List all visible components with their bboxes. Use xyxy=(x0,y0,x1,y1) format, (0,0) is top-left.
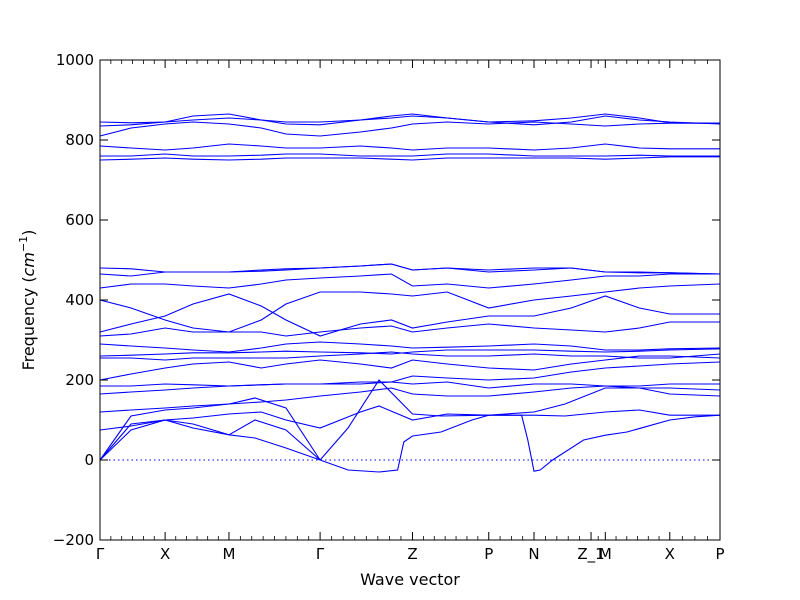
band-line xyxy=(99,419,321,461)
y-axis-label-unit-exponent: −1 xyxy=(17,236,30,252)
band-line xyxy=(100,351,721,361)
x-tick-label: P xyxy=(484,545,493,563)
x-tick-label: M xyxy=(222,545,235,563)
band-line xyxy=(99,156,720,161)
x-tick-label: Γ xyxy=(316,545,325,563)
y-tick-label: −200 xyxy=(53,531,94,549)
band-line xyxy=(99,113,721,124)
band-line xyxy=(99,387,721,431)
y-axis-label-unit: cm xyxy=(19,252,38,276)
y-tick-label: 0 xyxy=(84,451,94,469)
band-line xyxy=(99,263,721,277)
band-line xyxy=(99,348,721,357)
x-tick-label: P xyxy=(715,545,724,563)
y-tick-label: 400 xyxy=(65,291,94,309)
y-axis: −200 0 200 400 600 800 1000 xyxy=(53,51,720,549)
x-axis-label: Wave vector xyxy=(360,570,460,589)
band-line xyxy=(319,379,720,461)
band-line xyxy=(100,361,721,387)
band-line xyxy=(100,153,720,157)
x-tick-label: Γ xyxy=(96,545,105,563)
y-tick-label: 600 xyxy=(65,211,94,229)
band-line xyxy=(99,341,721,353)
y-axis-label: Frequency (cm−1) xyxy=(17,230,38,371)
x-tick-label: M xyxy=(599,545,612,563)
y-tick-label: 800 xyxy=(65,131,94,149)
band-line xyxy=(99,397,321,461)
y-axis-label-prefix: Frequency ( xyxy=(19,276,38,370)
x-tick-label: Z xyxy=(407,545,417,563)
x-tick-label: Z_1 xyxy=(577,545,604,564)
x-axis: Γ X M Γ Z P N Z_1M X P xyxy=(96,60,725,564)
band-line xyxy=(99,355,721,381)
band-line xyxy=(99,273,720,289)
band-line xyxy=(99,321,720,337)
band-line xyxy=(99,143,720,151)
band-line xyxy=(99,419,321,461)
x-tick-label: N xyxy=(528,545,539,563)
band-line xyxy=(99,263,721,275)
band-line xyxy=(99,113,721,127)
y-tick-label: 1000 xyxy=(56,51,94,69)
band-lines xyxy=(99,113,721,473)
band-line xyxy=(99,121,720,137)
plot-frame xyxy=(99,59,721,541)
y-tick-label: 200 xyxy=(65,371,94,389)
band-line xyxy=(99,293,720,337)
y-axis-label-suffix: ) xyxy=(19,230,38,236)
x-tick-label: X xyxy=(160,545,170,563)
band-line xyxy=(319,414,721,473)
band-line xyxy=(99,283,721,333)
x-tick-label: X xyxy=(665,545,675,563)
